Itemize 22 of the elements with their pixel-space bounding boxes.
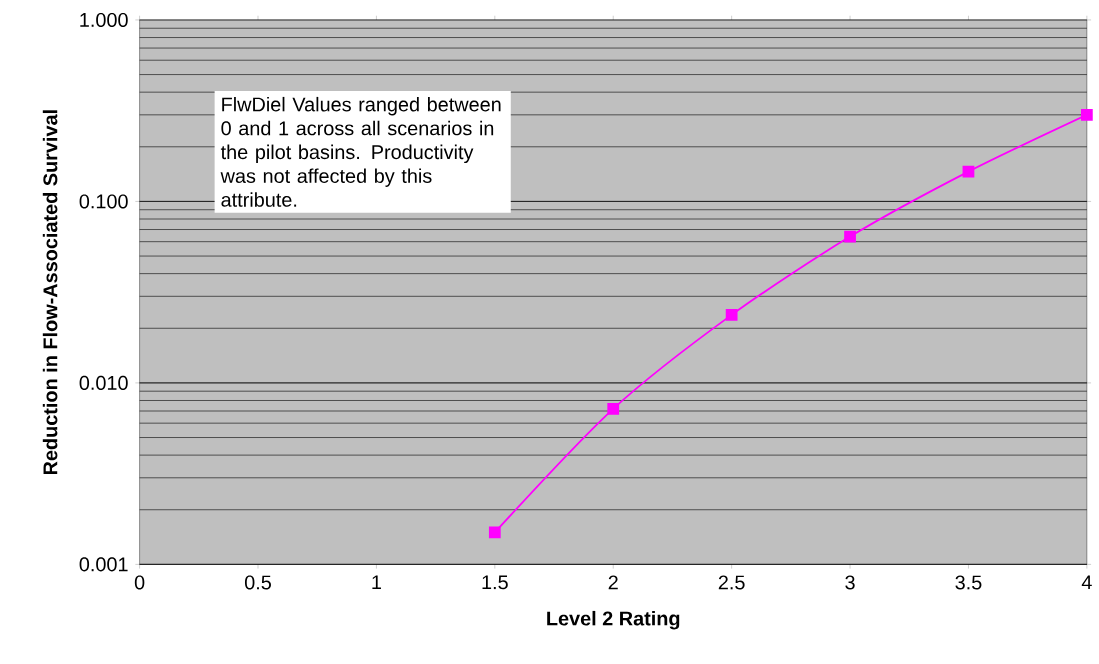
- point: [962, 165, 975, 178]
- point: [1080, 108, 1093, 121]
- x-tick-label: 4: [1081, 575, 1092, 590]
- y-tick-label: 0.100: [79, 194, 128, 209]
- x-tick-label: 0: [134, 575, 145, 590]
- point: [488, 526, 501, 539]
- x-tick-label: 3.5: [955, 575, 982, 590]
- point: [725, 308, 738, 321]
- x-tick-label: 2: [608, 575, 618, 590]
- y-axis-title: Reduction in Flow-Associated Survival: [42, 110, 58, 475]
- x-tick-label: 2.5: [718, 575, 745, 590]
- x-tick-label: 1.5: [482, 575, 508, 590]
- x-tick-label: 1: [372, 575, 381, 590]
- y-tick-label: 0.010: [79, 375, 128, 390]
- x-axis-title: Level 2 Rating: [547, 610, 680, 630]
- x-tick-label: 3: [845, 575, 855, 590]
- annotation: FlwDiel Values ranged between 0 and 1 across all scenarios in the pilot basins. Productivity was not affected by this attribute.: [220, 96, 501, 207]
- x-tick-label: 0.5: [244, 575, 271, 590]
- y-tick-label: 0.001: [79, 557, 128, 572]
- point: [607, 402, 620, 415]
- point: [844, 230, 856, 243]
- y-tick-label: 1.000: [80, 12, 128, 27]
